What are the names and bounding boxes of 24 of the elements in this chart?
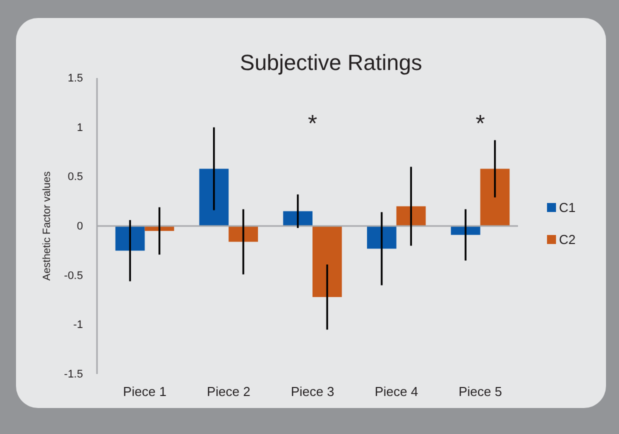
y-tick-label: 1 [76, 122, 83, 134]
x-tick-label: Piece 1 [123, 384, 166, 400]
x-tick-label: Piece 5 [458, 384, 502, 400]
y-tick-label: 0 [76, 220, 83, 233]
chart-title: Subjective Ratings [240, 50, 422, 75]
x-tick-label: Piece 2 [206, 384, 250, 400]
x-tick-label: Piece 3 [290, 384, 334, 400]
annotation: * [308, 110, 318, 138]
bar [312, 226, 342, 298]
bar [199, 168, 229, 226]
x-tick-label: Piece 4 [374, 384, 418, 400]
legend-label: C2 [559, 232, 576, 247]
y-tick-label: 1.5 [68, 72, 83, 85]
bar [228, 226, 258, 242]
bar [480, 168, 510, 226]
y-tick-label: 0.5 [68, 171, 83, 184]
y-tick-label: -0.5 [64, 270, 83, 282]
y-axis-title: Aesthetic Factor values [41, 171, 53, 281]
bar [367, 226, 396, 249]
annotation: * [476, 110, 485, 138]
y-tick-label: -1 [73, 319, 83, 332]
legend-label: C1 [559, 200, 576, 215]
bar [283, 211, 312, 226]
y-tick-label: -1.5 [64, 368, 83, 381]
